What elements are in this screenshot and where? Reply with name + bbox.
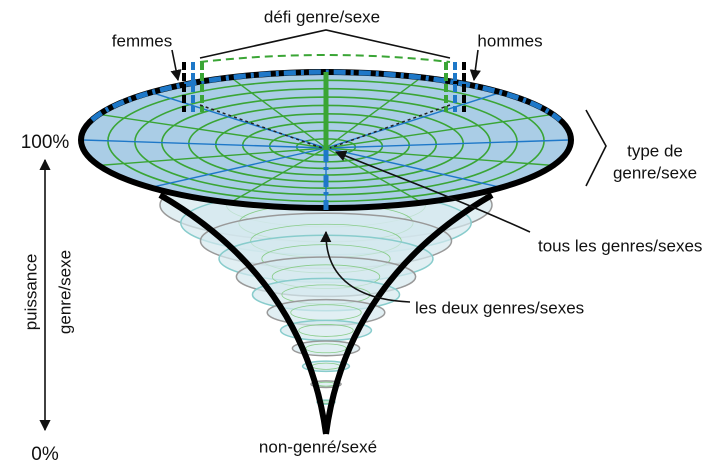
power-label: genre/sexe xyxy=(55,250,74,334)
gender-cone-diagram: défi genre/sexe femmes hommes 100% 0% ty… xyxy=(0,0,728,466)
type-label: type de xyxy=(627,141,683,160)
all-genders-label: tous les genres/sexes xyxy=(538,236,702,255)
bottom-percent: 0% xyxy=(31,444,59,465)
non-gendered-label: non-genré/sexé xyxy=(259,437,377,456)
men-label: hommes xyxy=(477,31,542,50)
challenge-label: défi genre/sexe xyxy=(264,7,380,26)
women-label: femmes xyxy=(112,31,172,50)
both-genders-label: les deux genres/sexes xyxy=(415,298,584,317)
top-percent: 100% xyxy=(21,132,70,153)
rim-green-dash xyxy=(200,55,450,62)
power-label: puissance xyxy=(21,254,40,331)
type-label: genre/sexe xyxy=(613,163,697,182)
